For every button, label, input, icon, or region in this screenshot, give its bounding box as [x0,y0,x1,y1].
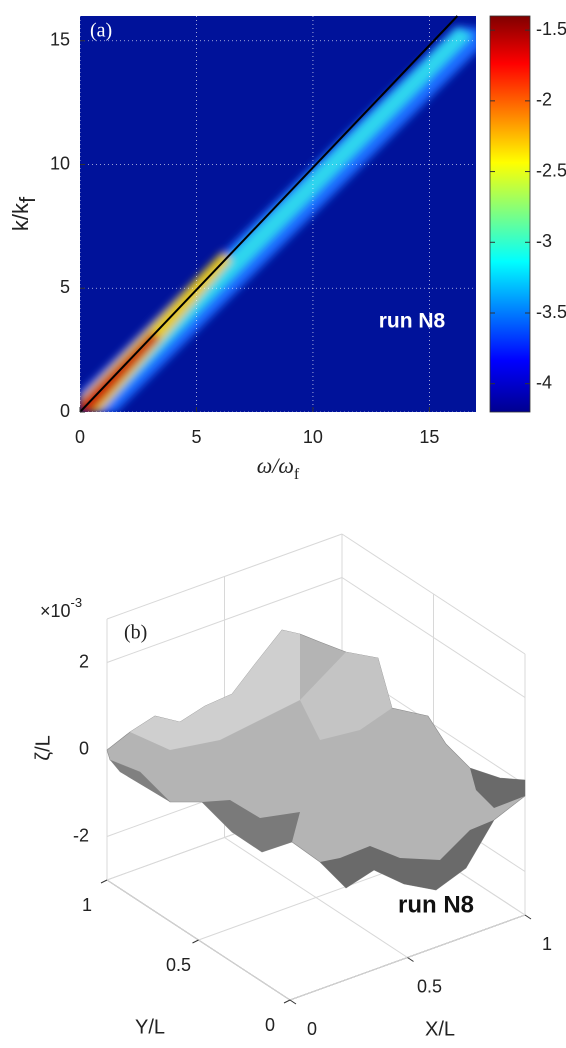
reference-line [79,15,459,413]
colorbar-tick-label: -3.5 [536,302,566,322]
colorbar-tick-label: -1.5 [536,19,566,39]
x-axis-label-main: ω/ω [257,453,294,478]
y-tick-label: 5 [60,277,70,297]
surface-shadow [320,820,494,890]
z-tick-label: -2 [73,825,89,845]
x-tick-label: 5 [191,427,201,447]
surface-highlight [130,630,300,750]
x-tick-label: 10 [303,427,323,447]
y-tick [192,939,199,944]
x-tick [407,957,414,962]
z-multiplier-base: ×10 [40,601,71,621]
z-multiplier: ×10-3 [40,595,82,620]
annotation: run N8 [379,310,446,333]
y-axis-label: k/kf [8,196,40,231]
colorbar-axis: -1.5 -2 -2.5 -3 -3.5 -4 [490,19,566,392]
axes-3d: -2 0 2 0 0.5 1 0 0.5 1 [73,651,552,1039]
colorbar-tick-label: -3 [536,231,552,251]
colorbar-tick-label: -2.5 [536,160,566,180]
x-tick [289,999,297,1005]
y-tick-label: 0 [265,1015,275,1035]
x-tick [524,914,532,920]
surface [106,629,526,891]
y-tick [100,879,108,884]
reference-line [79,15,459,413]
y-tick-label: 10 [50,153,70,173]
z-tick-label: 2 [79,651,89,671]
surface-shadow [110,760,170,802]
x-axis-label: ω/ωf [257,453,300,483]
colorbar-tick-label: -2 [536,90,552,110]
y-axis-label: Y/L [135,1016,165,1038]
x-tick-label: 0 [75,427,85,447]
colorbar-tick-label: -4 [536,372,552,392]
x-axis-label: X/L [425,1018,455,1040]
x-axis-label-sub: f [294,466,300,483]
x-tick-label: 1 [542,934,552,954]
colorbar [489,15,531,413]
y-tick-label: 15 [50,30,70,50]
y-tick-label: 1 [82,895,92,915]
surface-shadow [202,800,300,852]
surface-shadow [470,768,525,808]
y-tick-label: 0.5 [166,955,191,975]
y-axis-label-main: k/k [8,202,33,231]
y-tick [283,999,291,1004]
surface-highlight [300,652,392,740]
annotation: run N8 [398,891,474,918]
y-axis-label-sub: f [15,196,40,203]
x-tick-label: 15 [419,427,439,447]
x-tick-label: 0 [307,1019,317,1039]
y-tick-label: 0 [60,401,70,421]
x-tick-label: 0.5 [417,976,442,996]
axes: 0 5 10 15 0 5 10 15 [50,30,439,447]
z-axis-label: ζ/L [32,735,54,761]
panel-label: (a) [90,20,112,42]
panel-label: (b) [124,622,147,644]
z-tick-label: 0 [79,738,89,758]
z-multiplier-exp: -3 [71,595,83,610]
